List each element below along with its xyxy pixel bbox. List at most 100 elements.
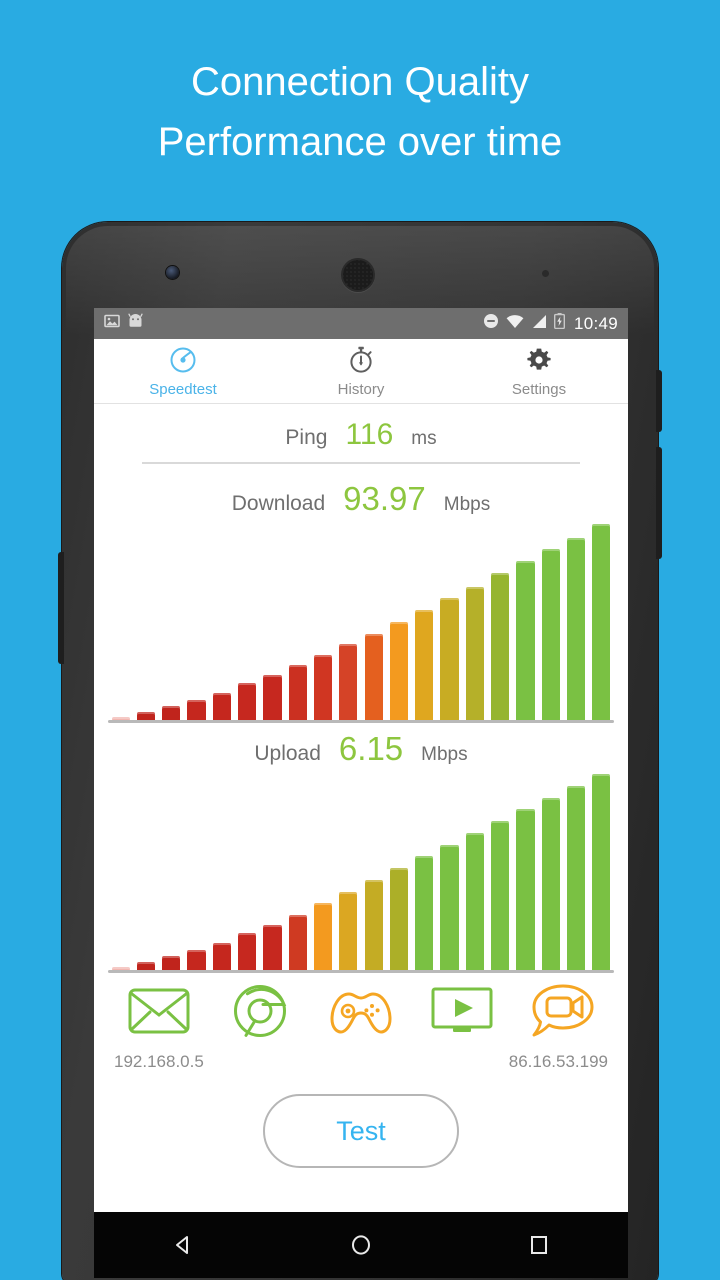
chart-bar xyxy=(440,598,459,720)
chart-bar xyxy=(389,868,409,970)
chart-bar-slot xyxy=(336,524,361,720)
public-ip-address: 86.16.53.199 xyxy=(508,1052,608,1071)
gamepad-icon[interactable] xyxy=(324,982,398,1040)
chart-bar xyxy=(389,622,409,720)
upload-unit: Mbps xyxy=(421,744,468,765)
chart-bar xyxy=(541,797,560,970)
chart-bar xyxy=(491,821,510,970)
chart-bar-slot xyxy=(234,524,259,720)
chart-bar-slot xyxy=(487,524,512,720)
battery-charging-icon xyxy=(553,313,565,334)
ping-value: 116 xyxy=(345,418,394,451)
chart-bar-slot xyxy=(513,774,538,970)
ping-unit: ms xyxy=(411,428,437,449)
tab-settings-label: Settings xyxy=(511,380,567,398)
chart-bar-slot xyxy=(336,774,361,970)
tab-history-label: History xyxy=(337,380,385,398)
phone-mockup: 10:49 Speedtest History Setting xyxy=(58,222,662,1280)
upload-value: 6.15 xyxy=(338,730,404,767)
chart-bar xyxy=(162,956,181,970)
status-bar-notifications xyxy=(104,313,143,334)
chart-bar-slot xyxy=(159,524,184,720)
test-button-wrapper: Test xyxy=(94,1072,628,1168)
proximity-sensor-icon xyxy=(542,270,549,277)
chart-bar xyxy=(516,809,535,970)
chart-bar xyxy=(339,643,358,720)
volume-button xyxy=(58,552,64,664)
earpiece-speaker-icon xyxy=(341,258,375,292)
chart-bar xyxy=(415,856,434,970)
recents-square-icon[interactable] xyxy=(526,1232,552,1258)
download-chart xyxy=(108,524,614,723)
chart-bar xyxy=(238,682,257,720)
chart-bar-slot xyxy=(159,774,184,970)
chart-bar xyxy=(288,665,307,720)
stopwatch-icon xyxy=(346,345,376,380)
chart-bar-slot xyxy=(184,524,209,720)
android-navigation-bar xyxy=(94,1212,628,1278)
android-robot-icon xyxy=(128,313,143,334)
chart-bar-slot xyxy=(234,774,259,970)
tab-speedtest[interactable]: Speedtest xyxy=(94,339,272,403)
ping-label: Ping xyxy=(285,426,328,449)
chart-bar-slot xyxy=(361,774,386,970)
chart-bar-slot xyxy=(462,524,487,720)
back-triangle-icon[interactable] xyxy=(170,1232,196,1258)
tab-bar: Speedtest History Settings xyxy=(94,339,628,404)
home-circle-icon[interactable] xyxy=(348,1232,374,1258)
chart-bar xyxy=(541,549,560,720)
chart-bar xyxy=(592,524,611,720)
chart-bar xyxy=(491,573,510,720)
tab-settings[interactable]: Settings xyxy=(450,339,628,403)
upload-metric: Upload 6.15 Mbps xyxy=(94,720,628,774)
front-camera-icon xyxy=(166,266,179,279)
status-bar-system-icons: 10:49 xyxy=(483,313,618,334)
video-chat-icon[interactable] xyxy=(526,982,600,1040)
video-tv-icon[interactable] xyxy=(425,982,499,1040)
chart-bar xyxy=(313,655,333,720)
chart-baseline xyxy=(108,970,614,973)
chart-bar-slot xyxy=(108,774,133,970)
chart-bar-slot xyxy=(209,524,234,720)
chart-bar-slot xyxy=(412,774,437,970)
chart-bar xyxy=(566,785,586,970)
chart-bar xyxy=(465,832,484,970)
test-button[interactable]: Test xyxy=(263,1094,459,1168)
chart-bar-slot xyxy=(563,524,588,720)
chart-bar-slot xyxy=(437,524,462,720)
chart-bar-slot xyxy=(487,774,512,970)
status-bar-clock: 10:49 xyxy=(573,313,618,333)
chart-bar xyxy=(440,844,459,970)
do-not-disturb-icon xyxy=(483,313,499,334)
chart-bar xyxy=(212,942,231,970)
chart-bar-slot xyxy=(437,774,462,970)
tab-speedtest-label: Speedtest xyxy=(149,380,217,398)
chart-bar xyxy=(111,967,130,970)
chart-bar xyxy=(238,932,257,970)
chart-bar xyxy=(465,586,484,720)
chart-bar xyxy=(516,561,535,720)
chart-bar xyxy=(566,537,586,720)
tab-history[interactable]: History xyxy=(272,339,450,403)
speedometer-icon xyxy=(168,345,198,380)
browser-chrome-icon[interactable] xyxy=(223,982,297,1040)
download-metric: Download 93.97 Mbps xyxy=(94,464,628,524)
image-icon xyxy=(104,313,120,334)
chart-bar-slot xyxy=(285,524,310,720)
chart-bar-slot xyxy=(361,524,386,720)
chart-bar-slot xyxy=(310,524,335,720)
chart-bar xyxy=(111,717,130,720)
android-status-bar: 10:49 xyxy=(94,308,628,339)
chart-bar xyxy=(288,915,307,970)
chart-bar-slot xyxy=(108,524,133,720)
chart-bar-slot xyxy=(260,524,285,720)
chart-bar xyxy=(592,774,611,970)
promo-header: Connection Quality Performance over time xyxy=(0,0,720,210)
chart-bar xyxy=(187,950,206,970)
chart-bar-slot xyxy=(260,774,285,970)
email-icon[interactable] xyxy=(122,982,196,1040)
chart-bar xyxy=(187,700,206,720)
chart-bar xyxy=(212,692,231,720)
chart-bar-slot xyxy=(386,524,411,720)
upload-label: Upload xyxy=(254,742,321,765)
